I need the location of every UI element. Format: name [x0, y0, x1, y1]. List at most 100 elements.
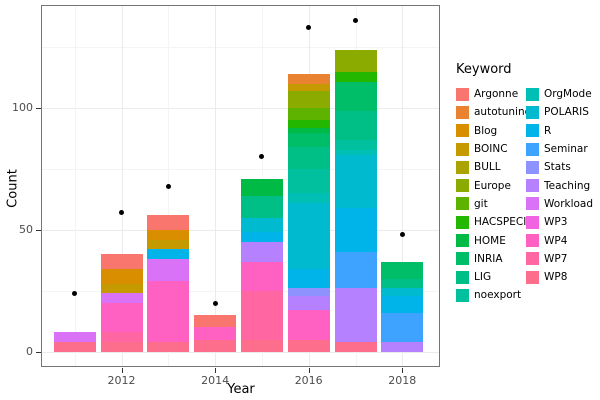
bar-segment-2016-HOME — [287, 127, 330, 133]
bar-segment-2017-R — [334, 208, 377, 252]
y-tick-label-0: 0 — [26, 344, 33, 358]
bar-segment-2017-POLARIS — [334, 154, 377, 209]
x-tick-2016 — [308, 368, 310, 373]
bar-segment-2017-WP8 — [334, 341, 377, 352]
data-point-2011 — [72, 290, 78, 296]
legend-swatch-Blog — [456, 124, 469, 138]
legend-swatch-Argonne — [456, 87, 469, 101]
legend-item-Seminar: Seminar — [526, 140, 596, 158]
legend-swatch-R — [526, 124, 539, 138]
legend-label-POLARIS: POLARIS — [544, 106, 589, 119]
legend-label-OrgMode: OrgMode — [544, 88, 592, 101]
y-tick-label-100: 100 — [12, 101, 33, 115]
legend-item-Workload: Workload — [526, 195, 596, 213]
bar-segment-2016-WP4 — [287, 310, 330, 340]
legend-label-autotuning: autotuning — [474, 106, 532, 119]
data-point-2012 — [119, 210, 124, 216]
legend-item-Europe: Europe — [456, 176, 526, 194]
legend-label-BULL: BULL — [474, 161, 501, 174]
legend-item-LIG: LIG — [456, 268, 526, 286]
bar-segment-2016-OrgMode — [287, 193, 330, 204]
h-gridline-major-50 — [41, 230, 440, 231]
bar-segment-2011-Workload — [53, 332, 96, 342]
x-tick-2012 — [121, 368, 123, 373]
legend-title: Keyword — [456, 62, 512, 77]
bar-segment-2015-WP8 — [240, 339, 283, 352]
legend-swatch-Stats — [526, 160, 539, 174]
y-axis-title: Count — [5, 169, 21, 208]
legend-swatch-HACSPECIS — [456, 215, 469, 229]
bar-segment-2015-WP4 — [240, 261, 283, 291]
legend-item-OrgMode: OrgMode — [526, 85, 596, 103]
bar-segment-2018-LIG — [381, 278, 424, 289]
legend-swatch-LIG — [456, 270, 469, 284]
bar-segment-2016-POLARIS — [287, 203, 330, 269]
bar-segment-2018-POLARIS — [381, 288, 424, 296]
bar-segment-2013-Argonne — [147, 215, 190, 230]
bar-segment-2017-OrgMode — [334, 149, 377, 155]
x-tick-label-2018: 2018 — [388, 374, 417, 387]
data-point-2018 — [399, 232, 405, 238]
legend-item-BULL: BULL — [456, 158, 526, 176]
data-point-2016 — [306, 25, 312, 31]
legend-label-Seminar: Seminar — [544, 143, 588, 156]
bar-segment-2018-Seminar — [381, 312, 424, 342]
bar-segment-2015-POLARIS — [240, 217, 283, 233]
h-gridline-minor-25 — [41, 290, 440, 292]
y-tick-100 — [36, 108, 41, 110]
legend-swatch-Europe — [456, 179, 469, 193]
v-gridline-major-2014 — [215, 5, 217, 367]
bar-segment-2018-Teaching — [381, 341, 424, 352]
legend-label-noexport: noexport — [474, 289, 522, 302]
bar-segment-2015-LIG — [240, 195, 283, 218]
bar-segment-2012-Workload — [100, 293, 143, 304]
legend-item-autotuning: autotuning — [456, 103, 531, 121]
bar-segment-2016-Teaching — [287, 295, 330, 311]
bar-segment-2013-R — [147, 249, 190, 260]
bar-segment-2014-Argonne — [194, 315, 237, 328]
bar-segment-2013-Workload — [147, 259, 190, 282]
bar-segment-2016-LIG — [287, 147, 330, 170]
bar-segment-2017-Teaching — [334, 288, 377, 342]
bar-segment-2014-WP8 — [194, 339, 237, 352]
bar-segment-2015-HOME — [240, 178, 283, 196]
legend-swatch-INRIA — [456, 252, 469, 266]
h-gridline-major-0 — [41, 351, 440, 353]
legend-label-Stats: Stats — [544, 161, 571, 174]
bar-segment-2015-WP7 — [240, 290, 283, 340]
legend-label-HACSPECIS: HACSPECIS — [474, 216, 533, 229]
legend-item-WP7: WP7 — [526, 250, 596, 268]
bar-segment-2016-R — [287, 268, 330, 289]
legend-swatch-autotuning — [456, 105, 469, 119]
data-point-2013 — [165, 183, 171, 189]
bar-segment-2018-R — [381, 295, 424, 313]
legend-swatch-noexport — [456, 288, 469, 302]
legend-item-INRIA: INRIA — [456, 250, 526, 268]
legend-swatch-OrgMode — [526, 87, 539, 101]
legend-item-WP8: WP8 — [526, 268, 596, 286]
data-point-2017 — [353, 18, 358, 24]
bar-segment-2013-WP8 — [147, 341, 190, 352]
legend-label-Teaching: Teaching — [544, 179, 591, 192]
legend-label-Workload: Workload — [544, 197, 594, 210]
bar-segment-2012-WP7 — [100, 332, 143, 342]
bar-segment-2015-Teaching — [240, 242, 283, 262]
legend-item-POLARIS: POLARIS — [526, 103, 596, 121]
bar-segment-2016-HACSPECIS — [287, 120, 330, 128]
h-gridline-minor-75 — [41, 169, 440, 171]
legend-item-Stats: Stats — [526, 158, 596, 176]
x-tick-2018 — [402, 368, 404, 373]
legend-label-WP8: WP8 — [544, 271, 568, 284]
v-gridline-major-2012 — [121, 5, 123, 367]
y-tick-0 — [36, 351, 41, 353]
bar-segment-2015-R — [240, 232, 283, 243]
x-tick-label-2016: 2016 — [294, 374, 323, 387]
legend-item-WP4: WP4 — [526, 231, 596, 249]
bar-segment-2016-git — [287, 108, 330, 121]
h-gridline-minor-125 — [41, 47, 440, 49]
legend-label-WP3: WP3 — [544, 216, 568, 229]
bar-segment-2018-INRIA — [381, 261, 424, 279]
x-tick-label-2012: 2012 — [107, 374, 136, 387]
data-point-2015 — [259, 154, 265, 160]
